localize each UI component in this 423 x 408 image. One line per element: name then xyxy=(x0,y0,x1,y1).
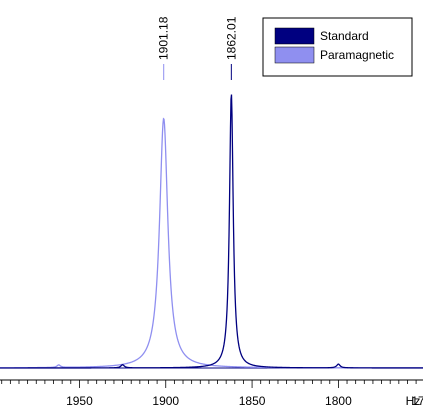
x-tick-label: 1800 xyxy=(325,394,352,408)
x-tick-label: 1900 xyxy=(152,394,179,408)
legend-swatch-standard xyxy=(274,27,315,45)
x-tick-label: 1850 xyxy=(239,394,266,408)
peak-label-1862-01: 1862.01 xyxy=(224,16,238,60)
peak-annotations: 1901.18 1862.01 xyxy=(157,16,238,80)
legend-label-standard: Standard xyxy=(320,29,369,43)
x-tick-label: 1950 xyxy=(66,394,93,408)
x-axis-unit-label: Hz xyxy=(406,394,421,408)
series-line-standard xyxy=(0,94,423,369)
legend: Standard Paramagnetic xyxy=(262,17,413,77)
series-line-paramagnetic xyxy=(0,117,423,369)
legend-label-paramagnetic: Paramagnetic xyxy=(320,48,394,62)
legend-swatch-paramagnetic xyxy=(274,46,315,64)
peak-label-1901-18: 1901.18 xyxy=(157,16,171,60)
x-tick-label: 1750 xyxy=(411,394,423,408)
x-axis: 1950 1900 1850 1800 1750Hz xyxy=(0,379,423,408)
plot-area xyxy=(0,94,423,369)
